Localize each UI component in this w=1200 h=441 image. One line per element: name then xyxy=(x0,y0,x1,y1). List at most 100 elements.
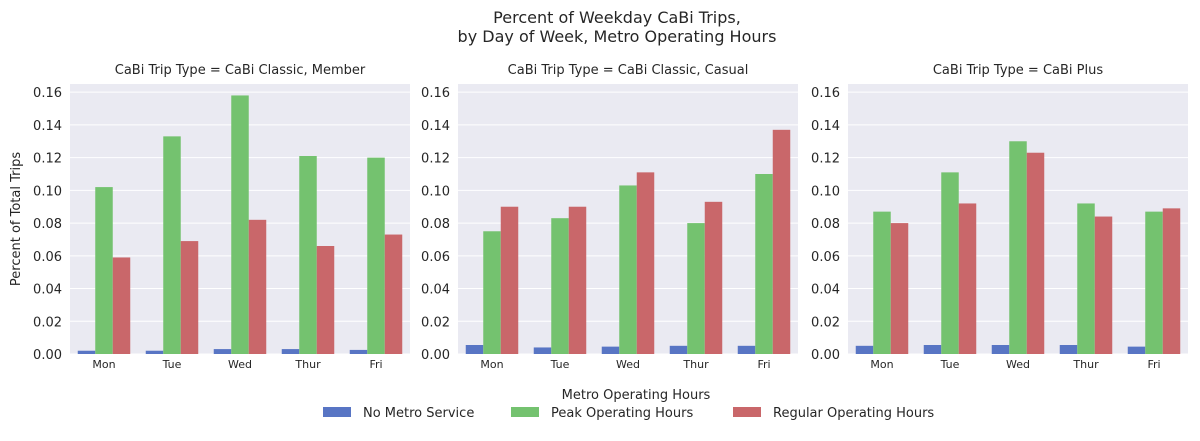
bar-peak-operating-hours-tue xyxy=(551,218,569,354)
y-tick-label: 0.08 xyxy=(33,217,62,232)
bar-regular-operating-hours-thur xyxy=(704,201,723,354)
y-tick-label: 0.08 xyxy=(811,217,840,232)
bar-regular-operating-hours-thur xyxy=(1094,216,1113,354)
y-tick-label: 0.06 xyxy=(811,250,840,265)
y-tick-label: 0.00 xyxy=(811,348,840,363)
bar-peak-operating-hours-thur xyxy=(687,223,705,354)
legend-item: Regular Operating Hours xyxy=(733,406,934,421)
panels-group: 0.00 0.02 0.04 0.06 0.08 0.10 0.12 0.14 0.16 CaBi… xyxy=(33,63,1188,371)
panel-title: CaBi Trip Type = CaBi Plus xyxy=(933,63,1103,78)
x-tick-label: Wed xyxy=(228,358,252,371)
legend-label: Regular Operating Hours xyxy=(773,406,934,421)
bar-regular-operating-hours-wed xyxy=(1026,152,1045,354)
legend-item: Peak Operating Hours xyxy=(511,406,693,421)
bar-peak-operating-hours-thur xyxy=(1077,203,1095,354)
y-tick-label: 0.10 xyxy=(811,184,840,199)
legend-label: No Metro Service xyxy=(363,406,474,421)
bar-no-metro-service-fri xyxy=(1127,346,1146,354)
y-tick-label: 0.12 xyxy=(421,152,450,167)
bar-regular-operating-hours-fri xyxy=(384,234,403,354)
x-tick-label: Thur xyxy=(682,358,709,371)
bar-peak-operating-hours-tue xyxy=(163,136,181,354)
bar-regular-operating-hours-fri xyxy=(772,129,791,354)
legend-swatch xyxy=(511,407,539,417)
x-tick-label: Thur xyxy=(294,358,321,371)
bar-peak-operating-hours-mon xyxy=(873,211,891,354)
bar-peak-operating-hours-mon xyxy=(483,231,501,354)
legend-title: Metro Operating Hours xyxy=(562,388,711,403)
bar-no-metro-service-mon xyxy=(77,350,96,354)
bar-no-metro-service-thur xyxy=(1059,345,1078,354)
bar-peak-operating-hours-fri xyxy=(1145,211,1163,354)
x-tick-label: Wed xyxy=(616,358,640,371)
bar-no-metro-service-tue xyxy=(145,350,164,354)
y-axis-label: Percent of Total Trips xyxy=(9,152,24,286)
bar-regular-operating-hours-thur xyxy=(316,246,335,354)
bar-peak-operating-hours-wed xyxy=(1009,141,1027,354)
y-tick-label: 0.10 xyxy=(33,184,62,199)
panel-title: CaBi Trip Type = CaBi Classic, Casual xyxy=(508,63,749,78)
bar-regular-operating-hours-tue xyxy=(958,203,977,354)
x-tick-label: Fri xyxy=(757,358,770,371)
x-tick-label: Mon xyxy=(92,358,115,371)
x-tick-label: Tue xyxy=(162,358,182,371)
x-tick-label: Fri xyxy=(369,358,382,371)
y-tick-label: 0.14 xyxy=(811,119,840,134)
bar-no-metro-service-fri xyxy=(737,345,756,354)
bar-no-metro-service-tue xyxy=(533,347,552,354)
bar-no-metro-service-wed xyxy=(213,349,232,354)
bar-regular-operating-hours-tue xyxy=(568,206,587,354)
bar-peak-operating-hours-fri xyxy=(755,174,773,354)
bar-no-metro-service-wed xyxy=(601,346,620,354)
y-tick-label: 0.12 xyxy=(33,152,62,167)
bar-regular-operating-hours-tue xyxy=(180,241,199,354)
x-tick-label: Tue xyxy=(550,358,570,371)
y-tick-label: 0.12 xyxy=(811,152,840,167)
legend-swatch xyxy=(323,407,351,417)
bar-peak-operating-hours-mon xyxy=(95,187,113,354)
y-tick-label: 0.06 xyxy=(421,250,450,265)
bar-peak-operating-hours-thur xyxy=(299,156,317,354)
y-tick-label: 0.06 xyxy=(33,250,62,265)
bar-regular-operating-hours-wed xyxy=(248,219,267,354)
bar-no-metro-service-wed xyxy=(991,345,1010,354)
panel-2: 0.00 0.02 0.04 0.06 0.08 0.10 0.12 0.14 0.16 CaBi… xyxy=(421,63,798,371)
bar-no-metro-service-mon xyxy=(855,345,874,354)
x-tick-label: Wed xyxy=(1006,358,1030,371)
bar-peak-operating-hours-fri xyxy=(367,157,385,354)
legend-item: No Metro Service xyxy=(323,406,474,421)
y-tick-label: 0.00 xyxy=(421,348,450,363)
bar-no-metro-service-fri xyxy=(349,349,368,354)
bar-no-metro-service-mon xyxy=(465,345,484,354)
bar-regular-operating-hours-wed xyxy=(636,172,655,354)
y-tick-label: 0.14 xyxy=(421,119,450,134)
y-tick-label: 0.04 xyxy=(33,283,62,298)
bar-regular-operating-hours-mon xyxy=(890,223,909,354)
legend: No Metro Service Peak Operating Hours Regu… xyxy=(323,406,934,421)
y-tick-label: 0.02 xyxy=(33,315,62,330)
panel-title: CaBi Trip Type = CaBi Classic, Member xyxy=(115,63,366,78)
y-tick-label: 0.04 xyxy=(811,283,840,298)
bar-peak-operating-hours-tue xyxy=(941,172,959,354)
panel-3: 0.00 0.02 0.04 0.06 0.08 0.10 0.12 0.14 0.16 CaBi… xyxy=(811,63,1188,371)
legend-swatch xyxy=(733,407,761,417)
bar-regular-operating-hours-mon xyxy=(112,257,131,354)
x-tick-label: Mon xyxy=(480,358,503,371)
bar-no-metro-service-tue xyxy=(923,345,942,354)
y-tick-label: 0.02 xyxy=(421,315,450,330)
y-tick-label: 0.08 xyxy=(421,217,450,232)
x-tick-label: Fri xyxy=(1147,358,1160,371)
y-tick-label: 0.00 xyxy=(33,348,62,363)
y-tick-label: 0.04 xyxy=(421,283,450,298)
x-tick-label: Mon xyxy=(870,358,893,371)
x-tick-label: Tue xyxy=(940,358,960,371)
bar-regular-operating-hours-fri xyxy=(1162,208,1181,354)
y-tick-label: 0.10 xyxy=(421,184,450,199)
x-tick-label: Thur xyxy=(1072,358,1099,371)
bar-no-metro-service-thur xyxy=(669,345,688,354)
y-tick-label: 0.16 xyxy=(33,86,62,101)
y-tick-label: 0.16 xyxy=(421,86,450,101)
bar-peak-operating-hours-wed xyxy=(231,95,249,355)
